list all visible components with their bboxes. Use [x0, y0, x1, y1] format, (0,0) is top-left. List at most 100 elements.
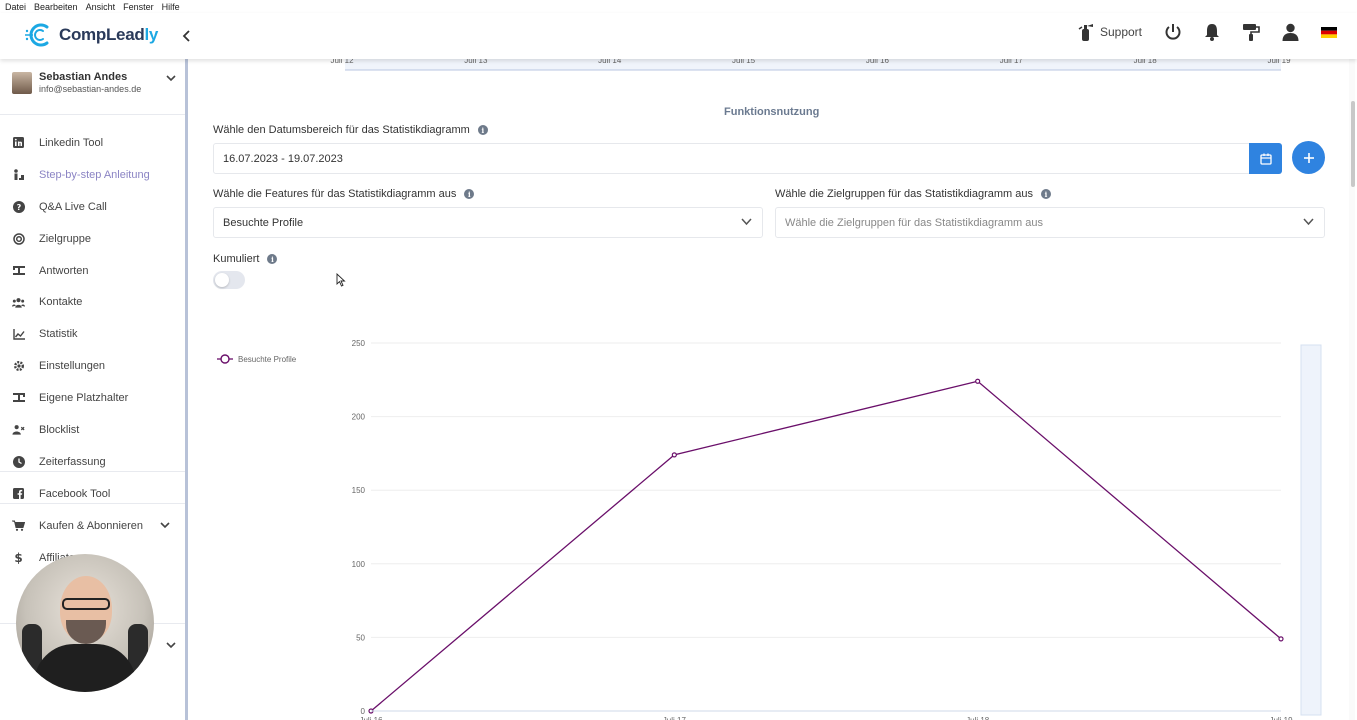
scrollbar-thumb[interactable] [1351, 101, 1355, 187]
menu-bearbeiten[interactable]: Bearbeiten [34, 1, 78, 12]
target-icon [12, 232, 25, 245]
info-icon[interactable]: i [1041, 189, 1052, 199]
sidebar-item-label: Step-by-step Anleitung [39, 168, 150, 181]
logo-text-accent: ly [144, 25, 159, 44]
cumulative-toggle[interactable] [213, 271, 245, 289]
flag-de-icon[interactable] [1321, 26, 1337, 38]
header-actions: Support [1078, 23, 1337, 41]
bell-icon[interactable] [1204, 23, 1220, 41]
sidebar-item-statistik[interactable]: Statistik [12, 318, 182, 350]
info-icon[interactable]: i [477, 125, 488, 135]
y-tick-label: 0 [361, 707, 366, 716]
sidebar-item-facebook-tool[interactable]: Facebook Tool [12, 478, 182, 510]
user-email: info@sebastian-andes.de [39, 84, 142, 94]
user-name: Sebastian Andes [39, 71, 128, 83]
legend-marker[interactable] [220, 354, 230, 364]
chevron-down-icon[interactable] [166, 642, 176, 649]
menu-datei[interactable]: Datei [5, 1, 27, 12]
sidebar-item-label: Blocklist [39, 423, 80, 436]
user-profile[interactable]: Sebastian Andes info@sebastian-andes.de [12, 69, 182, 99]
cart-icon [12, 520, 25, 532]
features-label-text: Wähle die Features für das Statistikdiag… [213, 188, 457, 200]
facebook-icon [13, 488, 24, 500]
sidebar-item-label: Einstellungen [39, 360, 106, 373]
main-content: Juli 12 Juli 13 Juli 14 Juli 15 Juli 16 Juli … [191, 59, 1357, 720]
support-button[interactable]: Support [1078, 23, 1142, 41]
sidebar-item-linkedin-tool[interactable]: Linkedin Tool [12, 127, 182, 159]
sidebar-item-einstellungen[interactable]: Einstellungen [12, 350, 182, 382]
sidebar-item-label: Zielgruppe [39, 232, 91, 245]
linkedin-icon [13, 137, 24, 149]
logo[interactable]: CompLeadly [25, 21, 158, 49]
question-icon: ? [12, 200, 25, 213]
previous-chart-axis: Juli 12 Juli 13 Juli 14 Juli 15 Juli 16 Juli … [330, 59, 1291, 71]
series-line [370, 380, 1282, 712]
menu-ansicht[interactable]: Ansicht [85, 1, 116, 12]
x-tick-label: Juli 17 [663, 716, 687, 720]
info-icon[interactable]: i [464, 189, 475, 199]
clock-icon [12, 455, 25, 468]
legend-label[interactable]: Besuchte Profile [238, 355, 297, 364]
power-icon[interactable] [1164, 23, 1182, 41]
sidebar-item-kontakte[interactable]: Kontakte [12, 286, 182, 318]
add-button[interactable] [1292, 141, 1325, 174]
sidebar-divider [0, 471, 185, 472]
sidebar-item-zielgruppe[interactable]: Zielgruppe [12, 223, 182, 255]
y-tick-label: 100 [352, 560, 366, 569]
sidebar-item-label: Antworten [39, 264, 89, 277]
top-bar: CompLeadly Support [0, 13, 1357, 59]
dollar-icon: $ [14, 550, 23, 565]
paint-roller-icon[interactable] [1242, 23, 1260, 41]
sidebar-item-kaufen-abonnieren[interactable]: Kaufen & Abonnieren [12, 510, 182, 542]
chevron-down-icon [1303, 218, 1314, 226]
info-icon[interactable]: i [267, 254, 278, 264]
avatar [12, 72, 32, 94]
scrollbar-track[interactable] [1349, 59, 1355, 720]
top-tick-label: Juli 15 [732, 59, 756, 65]
targets-label-text: Wähle die Zielgruppen für das Statistikd… [775, 188, 1034, 200]
features-select[interactable]: Besuchte Profile [213, 207, 763, 238]
targets-select[interactable]: Wähle die Zielgruppen für das Statistikd… [775, 207, 1325, 238]
chevron-left-icon [182, 30, 190, 42]
features-value: Besuchte Profile [223, 216, 304, 229]
sidebar-item-label: Statistik [39, 328, 78, 341]
menu-hilfe[interactable]: Hilfe [161, 1, 180, 12]
chevron-down-icon[interactable] [166, 75, 176, 82]
calendar-button[interactable] [1249, 143, 1282, 174]
top-tick-label: Juli 17 [1000, 59, 1024, 65]
zoom-slider[interactable] [1300, 344, 1322, 716]
data-point[interactable] [671, 452, 677, 458]
sidebar-divider [0, 114, 185, 115]
y-tick-label: 150 [352, 486, 366, 495]
sidebar-item-antworten[interactable]: Antworten [12, 255, 182, 287]
data-point[interactable] [975, 378, 981, 384]
cumulative-label-text: Kumuliert [213, 253, 260, 265]
sidebar-item-blocklist[interactable]: Blocklist [12, 414, 182, 446]
sidebar-item-eigene-platzhalter[interactable]: Eigene Platzhalter [12, 382, 182, 414]
user-icon[interactable] [1282, 23, 1299, 41]
webcam-overlay [16, 554, 154, 692]
sidebar-collapse-button[interactable] [176, 25, 198, 47]
sidebar-item-step-by-step[interactable]: Step-by-step Anleitung [12, 159, 182, 191]
data-point[interactable] [1278, 636, 1284, 642]
svg-text:?: ? [16, 203, 21, 212]
sidebar-item-zeiterfassung[interactable]: Zeiterfassung [12, 446, 182, 478]
top-tick-label: Juli 13 [464, 59, 488, 65]
presenter-shirt [34, 644, 136, 692]
x-tick-label: Juli 19 [1269, 716, 1293, 720]
logo-icon [25, 23, 49, 47]
section-title: Funktionsnutzung [724, 106, 820, 118]
gear-icon [13, 361, 24, 372]
sidebar-divider [0, 503, 185, 504]
menu-fenster[interactable]: Fenster [123, 1, 154, 12]
placeholder-icon [12, 393, 25, 403]
mouse-cursor-icon [336, 273, 346, 287]
chart-line-icon [12, 328, 25, 340]
date-range-input[interactable]: 16.07.2023 - 19.07.2023 [213, 143, 1251, 174]
date-range-label-text: Wähle den Datumsbereich für das Statisti… [213, 124, 470, 136]
x-tick-label: Juli 18 [966, 716, 990, 720]
x-tick-label: Juli 16 [359, 716, 383, 720]
sidebar-item-qa-live-call[interactable]: ? Q&A Live Call [12, 191, 182, 223]
sidebar-item-label: Q&A Live Call [39, 200, 107, 213]
sidebar-item-label: Zeiterfassung [39, 455, 106, 468]
